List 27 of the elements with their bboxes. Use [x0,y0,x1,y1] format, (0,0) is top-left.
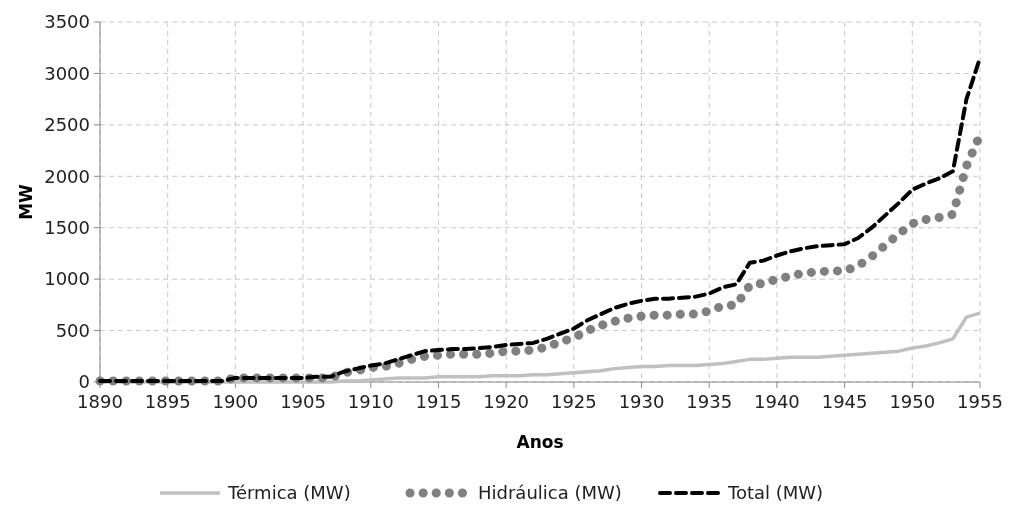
y-tick-label: 500 [55,319,90,341]
x-tick-label: 1935 [686,391,733,412]
x-tick-label: 1945 [821,391,868,412]
x-tick-label: 1930 [618,391,665,412]
x-tick-label: 1955 [957,391,1003,412]
x-tick-label: 1920 [483,391,530,412]
y-tick-label: 3500 [44,11,90,33]
x-tick-label: 1910 [347,391,394,412]
legend-label: Total (MW) [727,482,824,504]
y-axis-title: MW [16,183,36,220]
x-tick-label: 1950 [889,391,936,412]
x-tick-label: 1915 [415,391,462,412]
y-tick-label: 1500 [44,217,90,239]
y-tick-label: 1000 [44,268,90,290]
x-tick-label: 1940 [754,391,800,412]
y-tick-label: 2000 [44,165,90,187]
legend-label: Térmica (MW) [227,482,351,504]
x-axis-title: Anos [516,432,564,452]
y-tick-label: 0 [78,371,90,393]
x-tick-label: 1900 [212,391,259,412]
y-tick-label: 2500 [44,114,90,136]
x-tick-label: 1905 [280,391,326,412]
x-tick-label: 1890 [77,391,123,412]
y-tick-label: 3000 [44,62,90,84]
legend-label: Hidráulica (MW) [478,482,622,504]
x-tick-label: 1895 [144,391,191,412]
x-tick-label: 1925 [550,391,597,412]
